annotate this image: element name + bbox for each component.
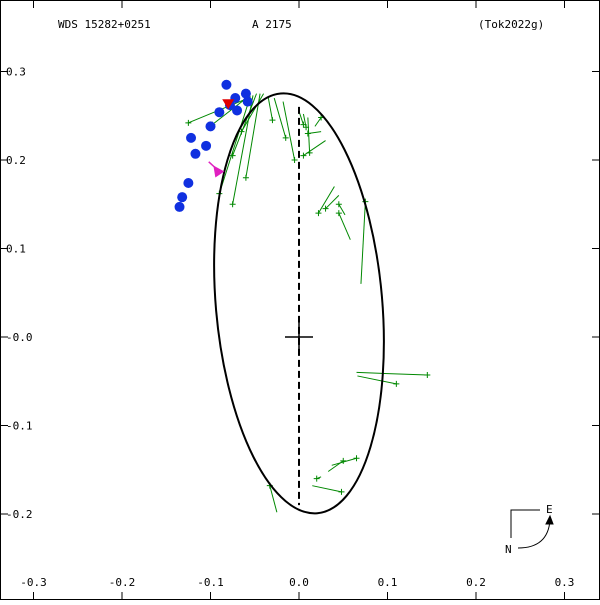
residual-line [314, 117, 322, 127]
y-tick-label: 0.2 [6, 154, 26, 167]
residual-plus-mark [424, 372, 431, 379]
residual-line [303, 140, 326, 156]
observation-point [201, 140, 212, 151]
x-tick-label: 0.3 [555, 576, 575, 589]
observation-point [174, 201, 185, 212]
residual-line [360, 201, 366, 284]
residual-line [331, 457, 357, 466]
observation-point [177, 192, 188, 203]
x-tick-label: 0.1 [378, 576, 398, 589]
residual-plus-mark [304, 130, 311, 137]
residual-plus-mark [229, 201, 236, 208]
residual-line [273, 97, 287, 139]
header-star-id: WDS 15282+0251 [58, 18, 151, 31]
observation-point [186, 132, 197, 143]
primary-and-markers [208, 99, 313, 351]
residual-line [327, 460, 344, 472]
residual-line [232, 93, 257, 156]
residual-plus-mark [185, 119, 192, 126]
orbit-layer [213, 92, 385, 515]
residual-plus-mark [229, 152, 236, 159]
residual-plus-mark [393, 380, 400, 387]
residual-plus-mark [242, 174, 249, 181]
orbit-ellipse [213, 92, 385, 515]
residual-lines [185, 93, 431, 513]
compass-rose: E N [505, 503, 554, 556]
x-tick-label: 0.2 [466, 576, 486, 589]
primary-star-cross [285, 323, 313, 351]
residual-line [338, 212, 351, 240]
residual-line [312, 485, 342, 493]
y-tick-label: -0.0 [6, 331, 33, 344]
observation-point [214, 107, 225, 118]
compass-arrowhead-icon [545, 514, 554, 525]
y-tick-label: 0.1 [6, 243, 26, 256]
residual-plus-mark [269, 117, 276, 124]
residual-plus-mark [322, 205, 329, 212]
residual-line [325, 195, 340, 210]
residual-line [282, 101, 296, 161]
compass-axes [510, 509, 540, 538]
residual-line [307, 117, 311, 153]
observation-point [242, 96, 253, 107]
observation-point [205, 121, 216, 132]
x-tick-label: 0.0 [289, 576, 309, 589]
residual-line [338, 203, 346, 216]
residual-plus-mark [315, 210, 322, 217]
residual-plus-mark [353, 455, 360, 462]
residual-plus-mark [338, 488, 345, 495]
residual-plus-mark [313, 475, 320, 482]
residual-line [267, 96, 273, 121]
residual-line [269, 485, 278, 513]
observation-point [221, 79, 232, 90]
motion-arrowhead-icon [213, 165, 225, 178]
header-component: A 2175 [252, 18, 292, 31]
residual-plus-mark [300, 152, 307, 159]
residual-line [218, 96, 251, 194]
observation-point [240, 88, 251, 99]
residual-line [211, 96, 248, 125]
x-tick-label: -0.2 [109, 576, 136, 589]
compass-east-label: E [546, 503, 553, 516]
y-tick-label: -0.1 [6, 420, 33, 433]
header-reference: (Tok2022g) [478, 18, 544, 31]
observation-point [232, 105, 243, 116]
residual-plus-mark [335, 210, 342, 217]
residual-plus-mark [335, 201, 342, 208]
residual-plus-mark [340, 457, 347, 464]
residual-line [357, 375, 397, 385]
observation-point [190, 148, 201, 159]
observation-point [183, 178, 194, 189]
x-axis-ticks: -0.3 -0.2 -0.1 0.0 0.1 0.2 0.3 [20, 0, 574, 600]
x-tick-label: -0.3 [20, 576, 47, 589]
x-tick-label: -0.1 [197, 576, 224, 589]
residual-plus-mark [282, 134, 289, 141]
residual-plus-mark [238, 128, 245, 135]
compass-north-label: N [505, 543, 512, 556]
residual-line [245, 93, 261, 178]
residual-line [241, 93, 265, 132]
y-axis-ticks: -0.2 -0.1 -0.0 0.1 0.2 0.3 [0, 66, 600, 521]
residual-plus-mark [291, 157, 298, 163]
residual-line [356, 371, 428, 376]
residual-line [318, 186, 335, 214]
y-tick-label: 0.3 [6, 66, 26, 79]
y-tick-label: -0.2 [6, 508, 33, 521]
periastron-marker [222, 99, 235, 110]
